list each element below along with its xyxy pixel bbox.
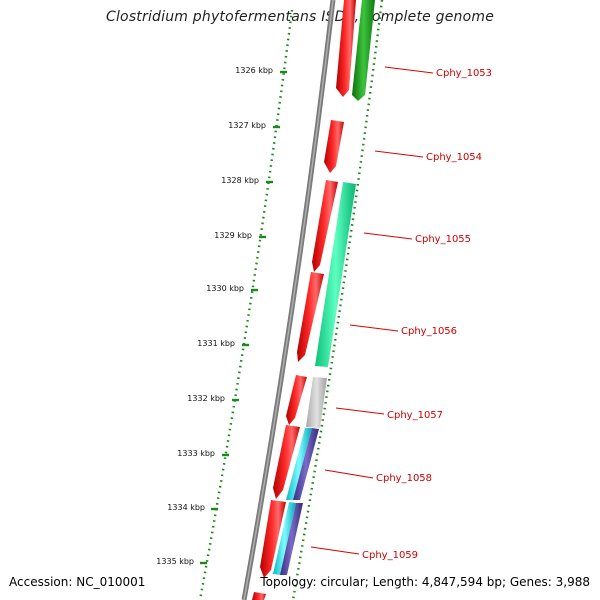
cds-arrow-1057[interactable]: [286, 375, 307, 425]
outer-ring-dots: [291, 0, 384, 600]
scale-label-1332: 1332 kbp: [187, 394, 225, 403]
gene-label-cphy-1056[interactable]: Cphy_1056: [401, 326, 457, 337]
scale-label-1335: 1335 kbp: [156, 557, 194, 566]
cog-segment-1057[interactable]: [306, 377, 327, 428]
cds-arrow-1056[interactable]: [297, 272, 324, 362]
gene-label-cphy-1058[interactable]: Cphy_1058: [376, 473, 432, 484]
cog-segment-1053[interactable]: [352, 0, 375, 101]
map-title: Clostridium phytofermentans ISDg, comple…: [105, 9, 495, 25]
gene-label-cphy-1053[interactable]: Cphy_1053: [436, 68, 492, 79]
scale-ruler-dots: [198, 9, 294, 600]
cog-segment-1058-cyan[interactable]: [286, 428, 312, 500]
cds-arrow-1055[interactable]: [312, 180, 338, 272]
gene-label-cphy-1059[interactable]: Cphy_1059: [362, 550, 418, 561]
cds-arrow-1053[interactable]: [336, 0, 356, 97]
cds-arrow-1054[interactable]: [324, 120, 344, 173]
genome-summary-text: Topology: circular; Length: 4,847,594 bp…: [260, 575, 590, 589]
scale-label-1334: 1334 kbp: [167, 503, 205, 512]
cog-track: [273, 0, 375, 575]
cog-segment-1059-purple[interactable]: [280, 503, 303, 575]
cds-arrow-1058[interactable]: [273, 425, 300, 499]
scale-label-1331: 1331 kbp: [197, 339, 235, 348]
cog-segment-1055-1056[interactable]: [315, 182, 356, 367]
gene-labels: Cphy_1053 Cphy_1054 Cphy_1055 Cphy_1056 …: [362, 68, 492, 561]
gene-label-cphy-1057[interactable]: Cphy_1057: [387, 410, 443, 421]
gene-label-cphy-1054[interactable]: Cphy_1054: [426, 152, 482, 163]
scale-label-1327: 1327 kbp: [228, 121, 266, 130]
scale-ticks: [200, 70, 287, 565]
scale-label-1326: 1326 kbp: [235, 66, 273, 75]
scale-label-1330: 1330 kbp: [206, 284, 244, 293]
gene-leader-lines: [310, 66, 434, 555]
scale-label-1329: 1329 kbp: [214, 231, 252, 240]
scale-label-1328: 1328 kbp: [221, 176, 259, 185]
gene-label-cphy-1055[interactable]: Cphy_1055: [415, 234, 471, 245]
cog-segment-1058-purple[interactable]: [293, 428, 319, 500]
cds-arrow-1059[interactable]: [260, 500, 286, 578]
cog-segment-1059-cyan[interactable]: [273, 502, 296, 575]
cds-arrow-1060[interactable]: [252, 592, 266, 600]
forward-cds-track: [252, 0, 356, 600]
scale-labels: 1326 kbp 1327 kbp 1328 kbp 1329 kbp 1330…: [156, 66, 273, 566]
accession-text: Accession: NC_010001: [9, 575, 146, 589]
genome-backbone-highlight: [243, 0, 334, 600]
scale-label-1333: 1333 kbp: [177, 449, 215, 458]
